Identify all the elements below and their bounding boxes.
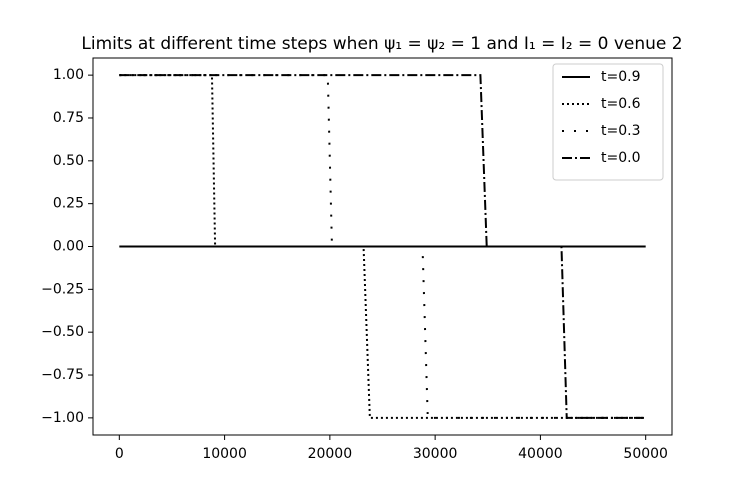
y-tick-label: 0.00 xyxy=(53,239,84,255)
y-tick-label: −0.50 xyxy=(41,324,84,340)
legend-box xyxy=(552,63,664,181)
y-tick-label: 1.00 xyxy=(53,67,84,83)
x-tick-label: 20000 xyxy=(308,446,353,462)
x-tick-label: 10000 xyxy=(202,446,247,462)
legend-label: t=0.0 xyxy=(601,150,640,166)
chart-title: Limits at different time steps when ψ₁ =… xyxy=(81,34,682,54)
plot-frame xyxy=(92,57,673,436)
x-tick-label: 40000 xyxy=(518,446,563,462)
y-tick-label: −0.25 xyxy=(41,281,84,297)
x-tick-label: 50000 xyxy=(623,446,668,462)
y-tick-label: 0.25 xyxy=(53,196,84,212)
legend-label: t=0.6 xyxy=(601,96,641,112)
y-tick-label: −0.75 xyxy=(41,367,84,383)
y-tick-label: 0.75 xyxy=(53,110,84,126)
legend-label: t=0.9 xyxy=(601,69,640,85)
x-tick-label: 0 xyxy=(115,446,124,462)
y-tick-label: 0.50 xyxy=(53,153,84,169)
x-tick-label: 30000 xyxy=(413,446,458,462)
y-tick-label: −1.00 xyxy=(41,410,84,426)
legend-label: t=0.3 xyxy=(601,123,640,139)
